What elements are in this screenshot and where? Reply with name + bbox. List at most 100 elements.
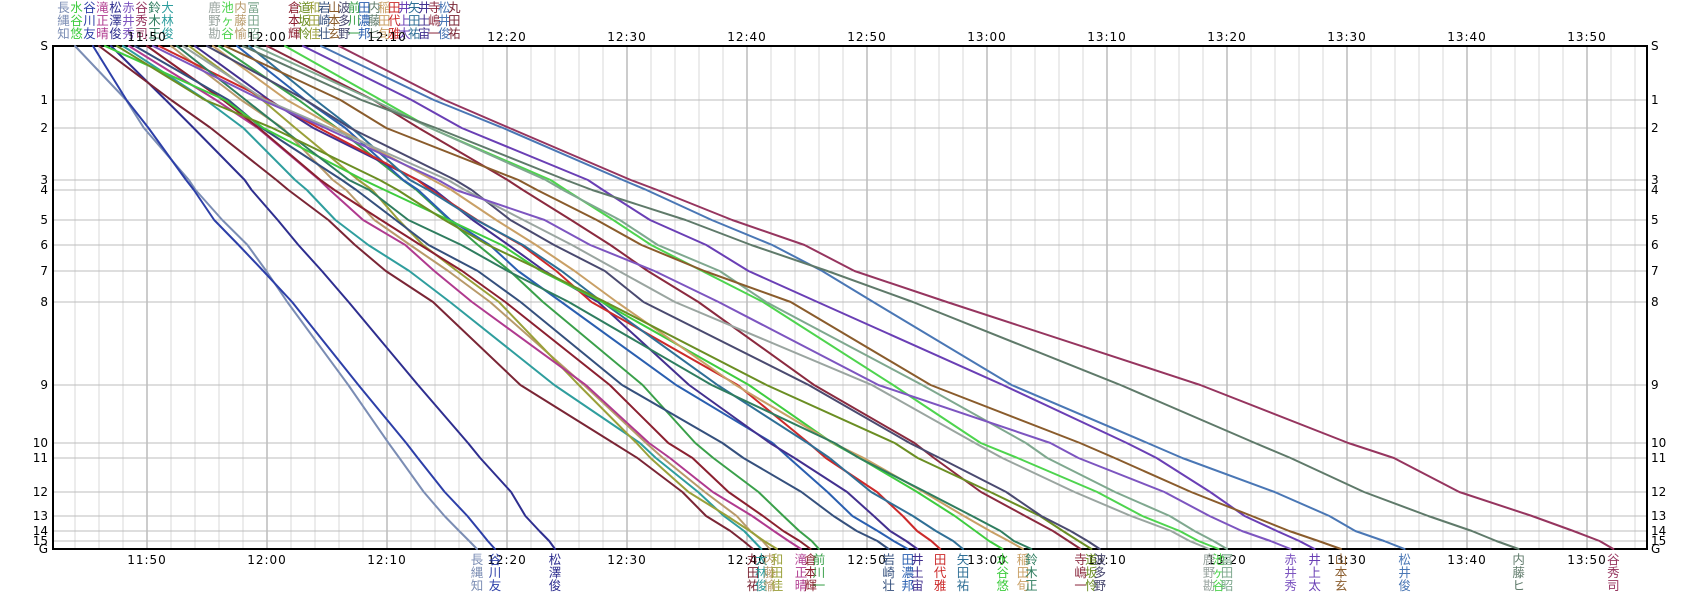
station-label-right: 3: [1651, 173, 1659, 187]
x-tick-label-bottom: 12:50: [847, 553, 887, 567]
x-tick-label-bottom: 12:20: [487, 553, 527, 567]
finisher-name: 矢田祐: [956, 552, 970, 593]
station-label-right: 8: [1651, 295, 1659, 309]
x-tick-label-bottom: 13:30: [1327, 553, 1367, 567]
station-label-right: 1: [1651, 93, 1659, 107]
finisher-name: 内藤愉: [763, 552, 777, 593]
runner-line: [170, 45, 771, 550]
station-label-left: 12: [32, 485, 48, 499]
station-label-left: S: [40, 39, 48, 53]
legend-runner-name: 田濃邦: [358, 0, 371, 41]
x-tick-label-bottom: 12:10: [367, 553, 407, 567]
legend-runner-name: 松澤俊: [109, 0, 122, 41]
runner-line: [224, 45, 1342, 550]
legend-runner-name: 井上太: [398, 0, 411, 41]
station-label-left: 7: [40, 264, 48, 278]
station-label-left: 10: [32, 436, 48, 450]
finisher-name: 和田佳: [770, 552, 784, 593]
legend-runner-name: 水谷悠: [70, 0, 83, 41]
station-label-left: 5: [40, 213, 48, 227]
station-label-right: S: [1651, 39, 1659, 53]
x-tick-label-top: 13:20: [1207, 30, 1247, 44]
finisher-name: 谷秀司: [1607, 552, 1620, 593]
runner-line: [266, 45, 1082, 550]
finisher-name: 鈴木正: [1025, 552, 1038, 593]
legend-group: 鹿野勘 池ヶ谷 内藤愉 冨田昭: [208, 1, 260, 40]
finisher-name: 井上太: [1308, 552, 1321, 593]
legend-runner-name: 倉本輝: [288, 0, 301, 41]
station-label-left: 2: [40, 121, 48, 135]
x-tick-label-bottom: 11:50: [127, 553, 167, 567]
legend-runner-name: 池ヶ谷: [221, 0, 234, 41]
x-tick-label-top: 13:00: [967, 30, 1007, 44]
finisher-name: 大林俊: [755, 552, 768, 593]
finisher-name: 倉本輝: [804, 552, 817, 593]
plot-border: [52, 45, 1648, 550]
runner-line: [254, 45, 1228, 550]
station-label-left: 14: [32, 524, 48, 538]
station-label-right: 4: [1651, 183, 1659, 197]
finisher-name: 池ヶ谷: [1212, 552, 1225, 593]
x-tick-label-top: 12:00: [247, 30, 287, 44]
finisher-name: 水谷悠: [996, 552, 1009, 593]
x-tick-label-top: 12:40: [727, 30, 767, 44]
station-label-left: 4: [40, 183, 48, 197]
x-tick-label-top: 13:10: [1087, 30, 1127, 44]
runner-line: [206, 45, 1101, 550]
runner-line: [188, 45, 778, 550]
runner-line: [98, 45, 754, 550]
legend-runner-name: 寺嶋一: [428, 0, 441, 41]
x-tick-label-bottom: 13:50: [1567, 553, 1607, 567]
x-tick-label-top: 13:40: [1447, 30, 1487, 44]
station-label-left: 9: [40, 378, 48, 392]
station-label-right: 12: [1651, 485, 1667, 499]
runner-line: [122, 45, 763, 550]
legend-runner-name: 山本玄: [328, 0, 341, 41]
x-tick-label-top: 12:50: [847, 30, 887, 44]
legend-group: 倉本輝 道坂怜 和田佳 岩崎壮 山本玄 波多野 前川一 田濃邦 内藤ヒ 稲田旬 田代雅 井上太 矢田祐井…: [288, 0, 461, 41]
legend-runner-name: 丸田祐: [448, 0, 461, 41]
station-label-right: 7: [1651, 264, 1659, 278]
station-label-left: G: [38, 542, 48, 556]
station-label-right: 13: [1651, 509, 1667, 523]
station-label-right: 15: [1651, 534, 1667, 548]
finisher-name: 松井俊: [1398, 552, 1411, 593]
finisher-name: 田代雅: [933, 552, 947, 593]
runner-line: [146, 45, 812, 550]
finisher-name: 滝正晴: [794, 552, 808, 593]
legend-runner-name: 稲田旬: [378, 0, 391, 41]
station-label-right: G: [1651, 542, 1661, 556]
legend-runner-name: 赤井秀: [122, 0, 135, 41]
legend-runner-name: 道坂怜: [298, 0, 311, 41]
runner-line: [284, 45, 1220, 550]
legend-runner-name: 内藤ヒ: [368, 0, 381, 41]
runner-line: [92, 45, 496, 550]
x-tick-label-bottom: 13:40: [1447, 553, 1487, 567]
runner-line: [176, 45, 1033, 550]
station-label-right: 6: [1651, 238, 1659, 252]
x-tick-label-top: 13:30: [1327, 30, 1367, 44]
finisher-name: 道坂怜: [1085, 552, 1098, 593]
legend-runner-name: 井土宙: [418, 0, 431, 41]
legend-runner-name: 長縄知: [57, 0, 70, 41]
x-tick-label-top: 12:30: [607, 30, 647, 44]
runner-line: [128, 45, 802, 550]
finisher-name: 波多野: [1093, 552, 1107, 593]
station-label-left: 11: [32, 451, 48, 465]
finisher-name: 赤井秀: [1284, 552, 1297, 593]
finisher-name: 山本玄: [1334, 552, 1348, 593]
finisher-name: 岩崎壮: [882, 552, 895, 593]
runner-line: [116, 45, 1093, 550]
legend-runner-name: 鹿野勘: [208, 0, 221, 41]
finisher-name: 丸田祐: [746, 552, 760, 593]
finisher-name: 井土宙: [911, 552, 924, 593]
legend-runner-name: 前川一: [348, 0, 361, 41]
legend-runner-name: 谷川友: [83, 0, 96, 41]
station-label-left: 13: [32, 509, 48, 523]
x-tick-label-bottom: 12:40: [727, 553, 767, 567]
legend-runner-name: 滝正晴: [96, 0, 109, 41]
legend-runner-name: 鈴木正: [148, 0, 161, 41]
station-label-right: 11: [1651, 451, 1667, 465]
